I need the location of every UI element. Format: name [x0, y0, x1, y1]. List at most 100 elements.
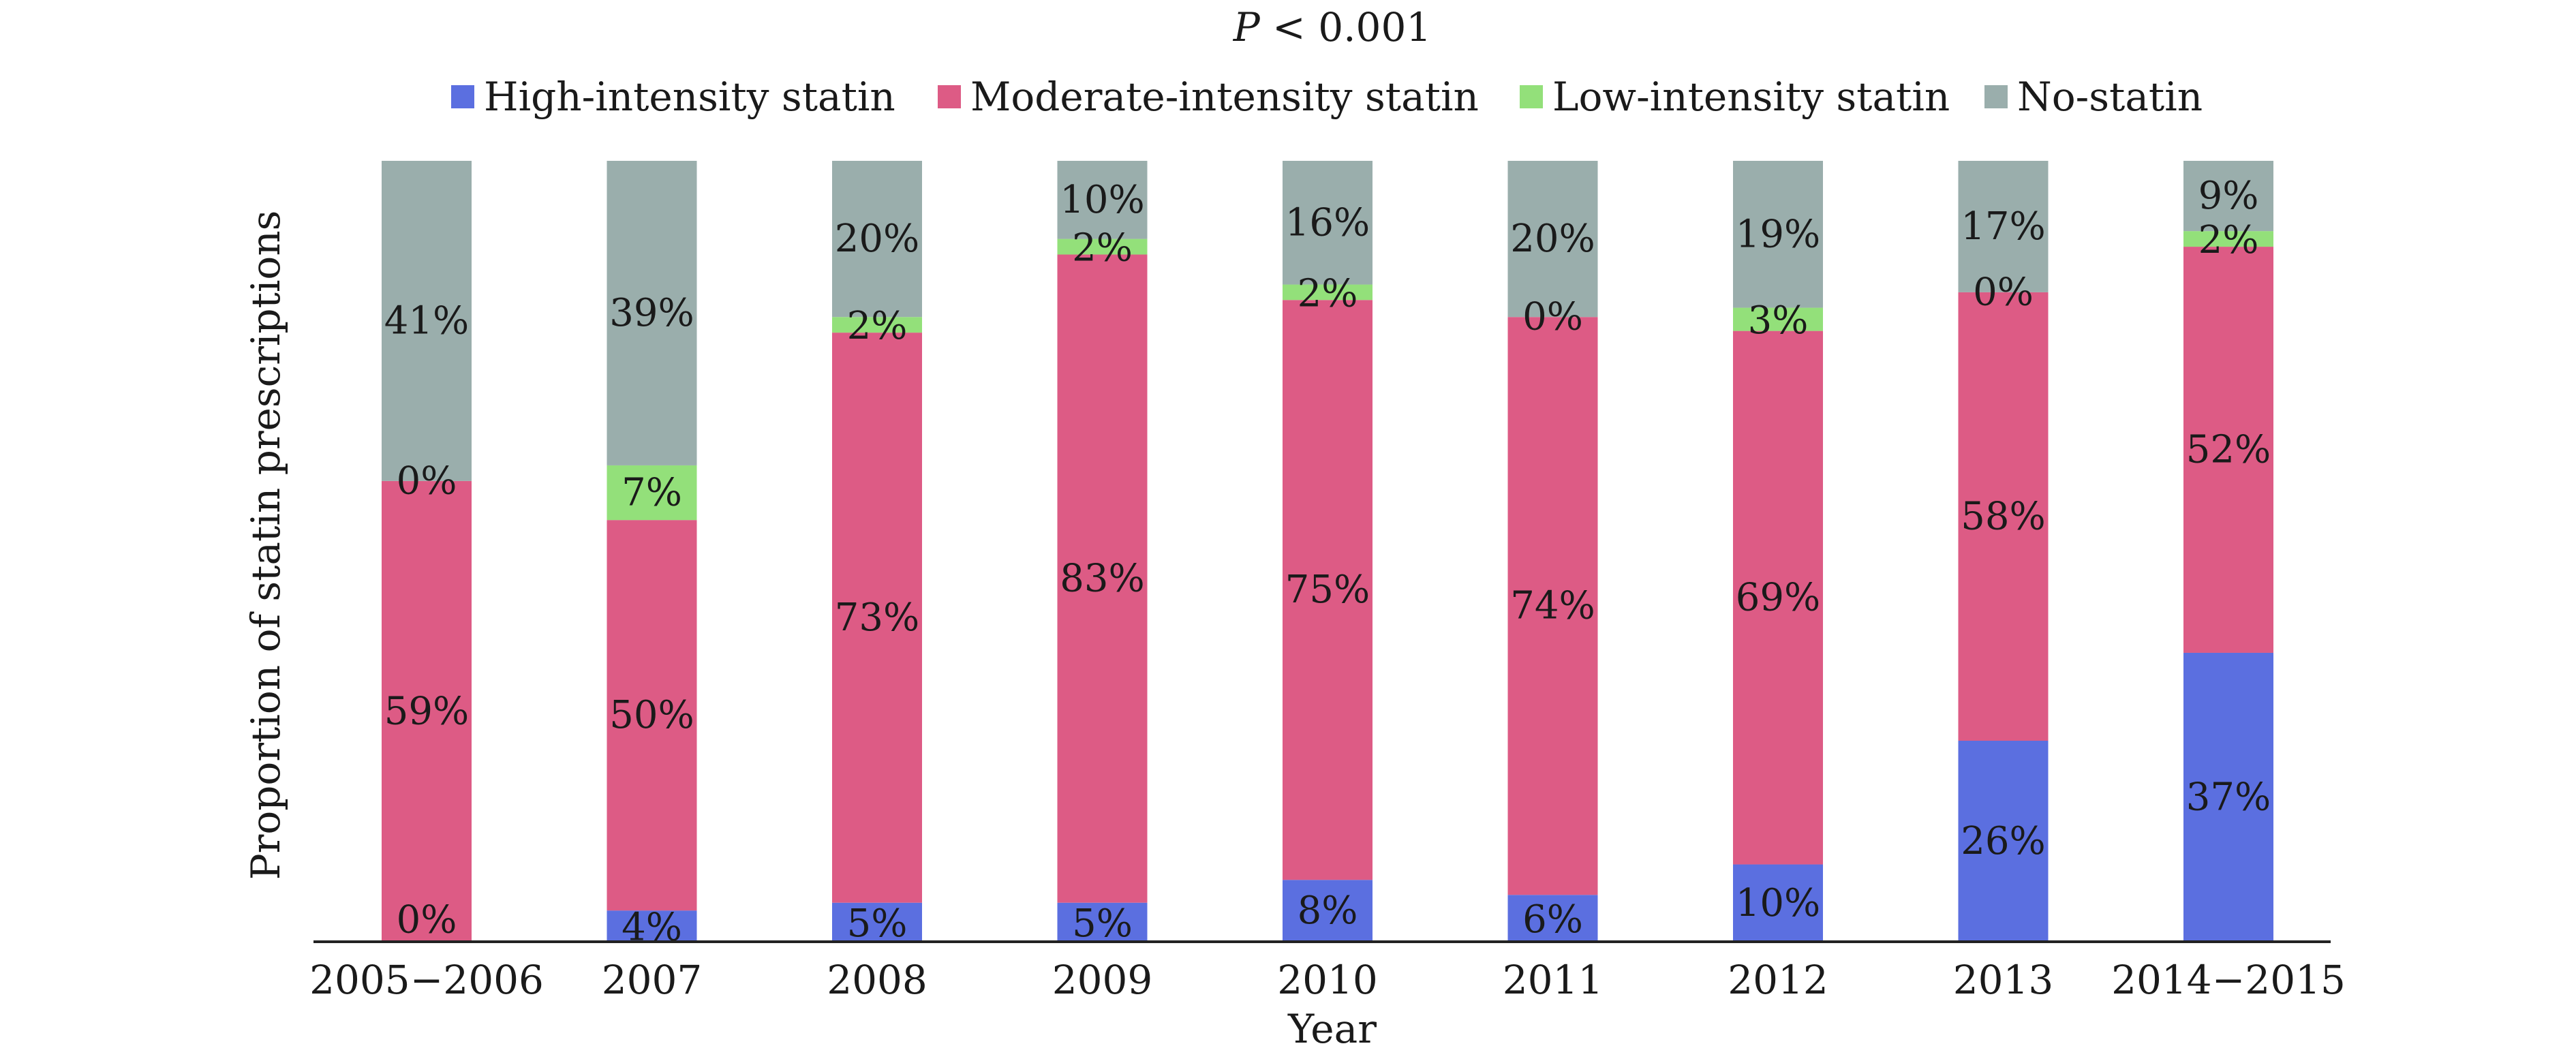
- bar-segment-no-statin-2008: [832, 161, 922, 318]
- data-label-no-statin-2010: 16%: [1285, 200, 1370, 245]
- legend: High-intensity statin Moderate-intensity …: [451, 74, 2203, 120]
- bar-group-2009: 5% 83% 2%10%: [1057, 161, 1148, 946]
- bar-segment-high-intensity-statin-2008: [832, 902, 922, 942]
- data-label-no-statin-2012: 19%: [1736, 212, 1820, 256]
- bar-segment-low-intensity-statin-2010: [1283, 284, 1373, 301]
- p-value-italic-label: P: [1233, 4, 1261, 50]
- data-label-no-statin-2005-2006: 41%: [384, 298, 469, 343]
- data-label-moderate-intensity-statin-2012: 69%: [1736, 576, 1820, 620]
- legend-swatch-moderate-intensity-statin: [938, 85, 961, 108]
- x-tick-label-2005-2006: 2005−2006: [309, 957, 544, 1003]
- bar-segment-high-intensity-statin-2011: [1507, 895, 1598, 942]
- x-tick-label-2010: 2010: [1277, 957, 1378, 1003]
- data-label-high-intensity-statin-2009: 5%: [1072, 902, 1133, 946]
- bar-segment-no-statin-2009: [1057, 161, 1148, 239]
- data-label-moderate-intensity-statin-2008: 73%: [835, 596, 919, 640]
- x-tick-label-2008: 2008: [827, 957, 927, 1003]
- legend-swatch-high-intensity-statin: [451, 85, 474, 108]
- legend-swatch-low-intensity-statin: [1520, 85, 1543, 108]
- bar-segment-moderate-intensity-statin-2011: [1507, 317, 1598, 895]
- bar-group-2007: 4%50%7%39%: [607, 161, 697, 950]
- bar-segment-no-statin-2013: [1958, 161, 2049, 292]
- x-tick-label-2013: 2013: [1953, 957, 2054, 1003]
- x-tick-label-2014-2015: 2014−2015: [2111, 957, 2346, 1003]
- bar-segment-no-statin-2010: [1283, 161, 1373, 285]
- bar-segment-high-intensity-statin-2014-2015: [2183, 652, 2273, 942]
- data-label-moderate-intensity-statin-2010: 75%: [1285, 568, 1370, 612]
- bar-group-2014-2015: 37% 52% 2%9%: [2183, 161, 2273, 942]
- x-tick-label-2012: 2012: [1728, 957, 1828, 1003]
- data-label-no-statin-2007: 39%: [609, 291, 694, 335]
- y-axis-label: Proportion of statin prescriptions: [243, 211, 289, 880]
- bar-segment-moderate-intensity-statin-2005-2006: [382, 480, 472, 942]
- data-label-moderate-intensity-statin-2014-2015: 52%: [2186, 428, 2271, 472]
- data-label-low-intensity-statin-2009: 2%: [1072, 226, 1133, 271]
- legend-label-high-intensity-statin: High-intensity statin: [484, 74, 895, 120]
- bar-segment-no-statin-2007: [607, 161, 697, 465]
- bar-segment-moderate-intensity-statin-2013: [1958, 292, 2049, 741]
- bar-segment-high-intensity-statin-2013: [1958, 740, 2049, 942]
- data-label-low-intensity-statin-2007: 7%: [622, 471, 682, 515]
- bar-segment-no-statin-2012: [1733, 161, 1823, 308]
- legend-swatch-no-statin: [1984, 85, 2008, 108]
- x-tick-label-2011: 2011: [1503, 957, 1604, 1003]
- data-label-high-intensity-statin-2013: 26%: [1961, 819, 2045, 863]
- bar-segment-high-intensity-statin-2007: [607, 910, 697, 942]
- data-label-low-intensity-statin-2008: 2%: [847, 304, 908, 348]
- data-label-moderate-intensity-statin-2009: 83%: [1060, 557, 1144, 601]
- bar-segment-moderate-intensity-statin-2012: [1733, 330, 1823, 865]
- bar-group-2005-2006: 0% 59% 0% 41%: [382, 161, 472, 942]
- data-label-low-intensity-statin-2013: 0%: [1973, 270, 2034, 314]
- data-label-no-statin-2009: 10%: [1060, 178, 1144, 222]
- bars: 0%59%0%41%4%50%7%39%5%73%2%20%5%83%2%10%…: [382, 161, 2273, 950]
- data-label-low-intensity-statin-2010: 2%: [1298, 271, 1358, 316]
- bar-segment-low-intensity-statin-2012: [1733, 307, 1823, 331]
- data-label-no-statin-2008: 20%: [835, 217, 919, 261]
- data-label-moderate-intensity-statin-2011: 74%: [1510, 584, 1595, 628]
- bar-segment-moderate-intensity-statin-2009: [1057, 254, 1148, 903]
- bar-segment-high-intensity-statin-2012: [1733, 864, 1823, 942]
- data-label-low-intensity-statin-2005-2006: 0%: [397, 459, 457, 503]
- data-label-low-intensity-statin-2011: 0%: [1522, 295, 1583, 339]
- bar-segment-moderate-intensity-statin-2014-2015: [2183, 247, 2273, 653]
- bar-group-2008: 5% 73% 2% 20%: [832, 161, 922, 946]
- x-axis-label: Year: [1287, 1006, 1377, 1052]
- data-label-high-intensity-statin-2008: 5%: [847, 902, 908, 946]
- legend-label-no-statin: No-statin: [2017, 74, 2203, 120]
- bar-group-2013: 26% 58% 0% 17%: [1958, 161, 2049, 942]
- bar-segment-moderate-intensity-statin-2010: [1283, 300, 1373, 880]
- p-value-threshold: < 0.001: [1260, 4, 1432, 50]
- data-label-moderate-intensity-statin-2005-2006: 59%: [384, 689, 469, 733]
- data-label-moderate-intensity-statin-2013: 58%: [1961, 494, 2045, 538]
- x-tick-labels: 2005−2006 2007 2008 2009 2010 2011 2012 2013 201…: [309, 957, 2346, 1003]
- bar-segment-high-intensity-statin-2010: [1283, 880, 1373, 942]
- legend-label-low-intensity-statin: Low-intensity statin: [1552, 74, 1950, 120]
- data-label-low-intensity-statin-2012: 3%: [1748, 298, 1809, 343]
- bar-group-2010: 8% 75% 2% 16%: [1283, 161, 1373, 942]
- p-value-annotation: P < 0.001: [1233, 4, 1432, 50]
- data-label-high-intensity-statin-2010: 8%: [1298, 889, 1358, 933]
- data-label-low-intensity-statin-2014-2015: 2%: [2198, 218, 2259, 262]
- data-label-no-statin-2011: 20%: [1510, 217, 1595, 261]
- data-label-moderate-intensity-statin-2007: 50%: [609, 693, 694, 737]
- bar-segment-no-statin-2014-2015: [2183, 161, 2273, 232]
- data-label-high-intensity-statin-2011: 6%: [1522, 897, 1583, 942]
- bar-segment-high-intensity-statin-2009: [1057, 902, 1148, 942]
- x-tick-label-2007: 2007: [602, 957, 703, 1003]
- bar-segment-low-intensity-statin-2009: [1057, 239, 1148, 255]
- bar-segment-low-intensity-statin-2007: [607, 465, 697, 521]
- data-label-high-intensity-statin-2014-2015: 37%: [2186, 775, 2271, 819]
- data-label-high-intensity-statin-2012: 10%: [1736, 881, 1820, 925]
- bar-group-2011: 6% 74% 0% 20%: [1507, 161, 1598, 942]
- x-tick-label-2009: 2009: [1052, 957, 1153, 1003]
- bar-segment-no-statin-2011: [1507, 161, 1598, 318]
- data-label-no-statin-2014-2015: 9%: [2198, 174, 2259, 218]
- bar-segment-low-intensity-statin-2008: [832, 317, 922, 333]
- bar-group-2012: 10% 69% 3% 19%: [1733, 161, 1823, 942]
- data-label-no-statin-2013: 17%: [1961, 204, 2045, 249]
- bar-segment-no-statin-2005-2006: [382, 161, 472, 481]
- legend-label-moderate-intensity-statin: Moderate-intensity statin: [970, 74, 1479, 120]
- bar-segment-moderate-intensity-statin-2007: [607, 520, 697, 911]
- bar-segment-low-intensity-statin-2014-2015: [2183, 231, 2273, 247]
